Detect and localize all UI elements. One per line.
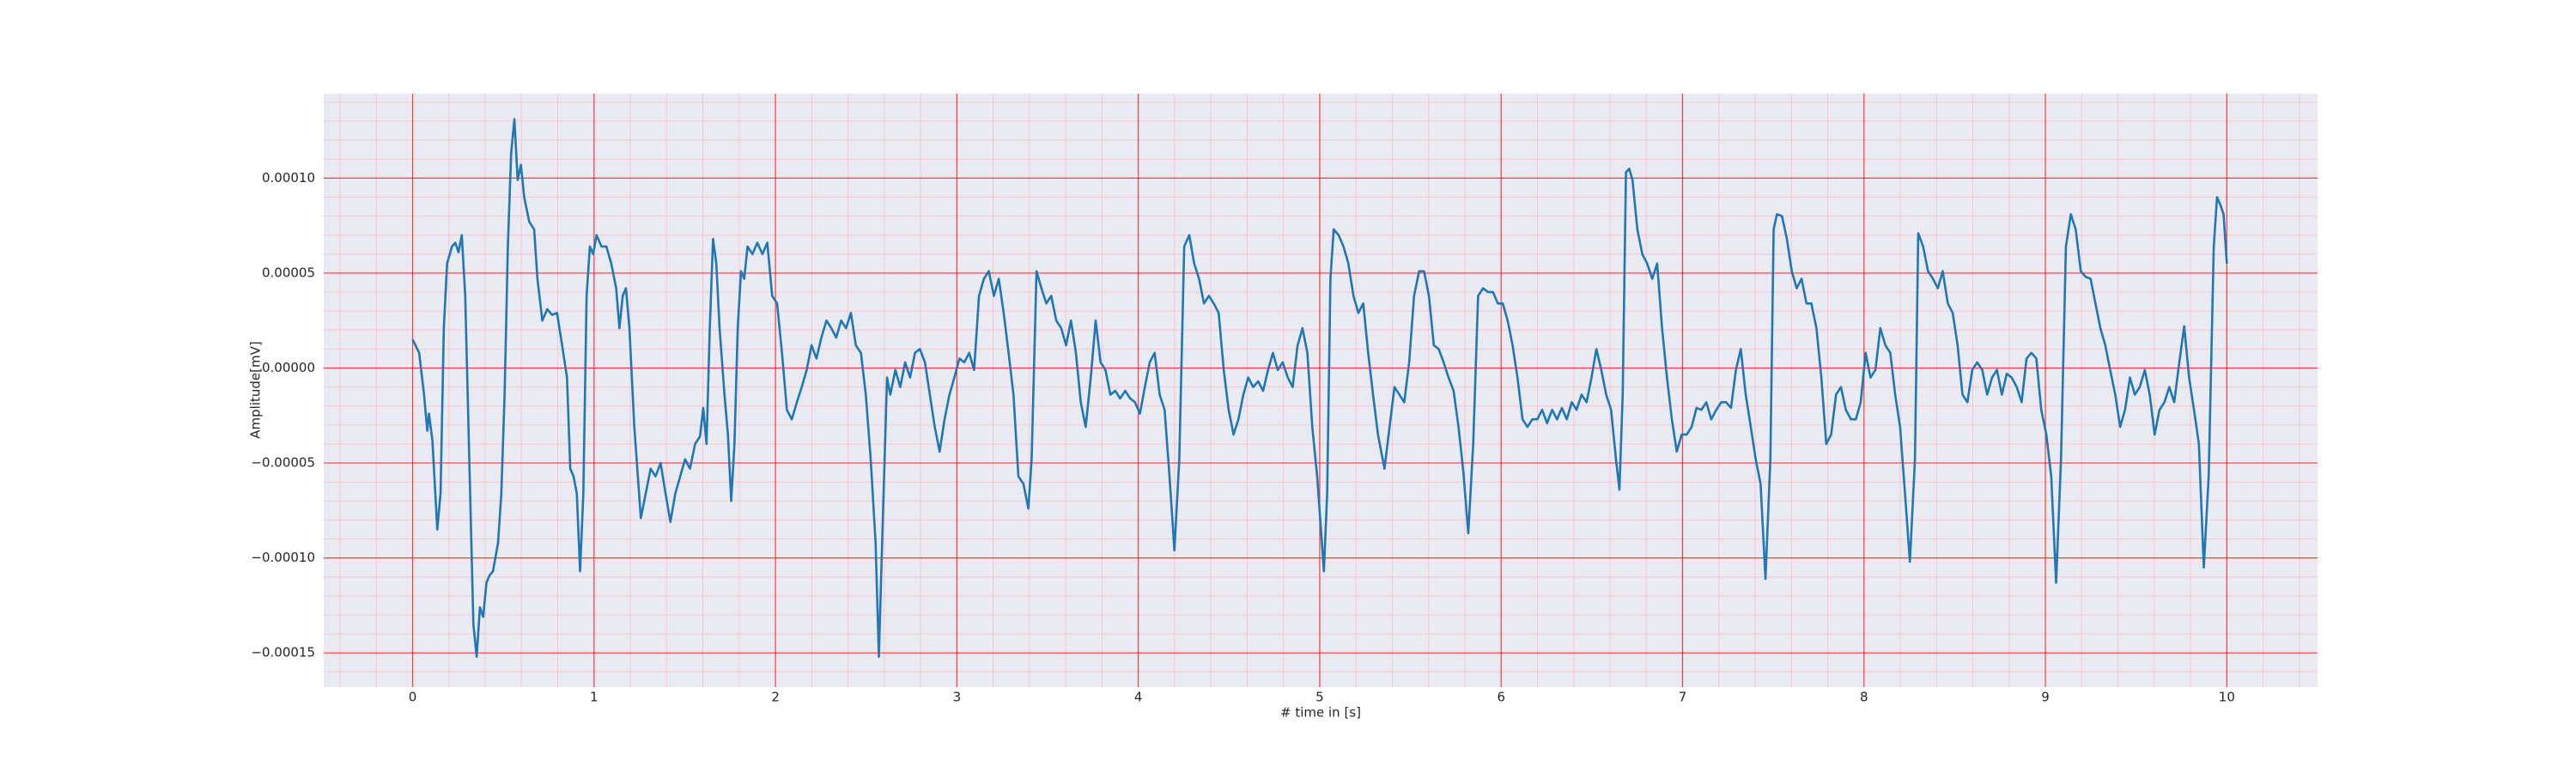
x-tick-label: 9 [2041,690,2050,705]
x-tick-label: 2 [771,690,780,705]
x-tick-label: 8 [1860,690,1868,705]
y-tick-label: 0.00005 [262,265,315,280]
x-tick-label: 10 [2219,690,2235,705]
x-tick-label: 0 [409,690,417,705]
x-tick-label: 6 [1497,690,1505,705]
x-tick-label: 1 [590,690,598,705]
signal-line [411,118,2228,658]
x-tick-label: 7 [1679,690,1687,705]
y-tick-label: −0.00015 [251,645,315,660]
y-tick-label: 0.00010 [262,170,315,186]
x-tick-label: 4 [1134,690,1143,705]
x-axis-label: # time in [s] [1280,705,1361,721]
y-tick-label: −0.00005 [251,455,315,471]
x-tick-label: 3 [953,690,962,705]
y-axis-label: Amplitude[mV] [248,341,264,438]
y-tick-label: −0.00010 [251,550,315,565]
x-tick-label: 5 [1315,690,1324,705]
y-tick-label: 0.00000 [262,360,315,375]
